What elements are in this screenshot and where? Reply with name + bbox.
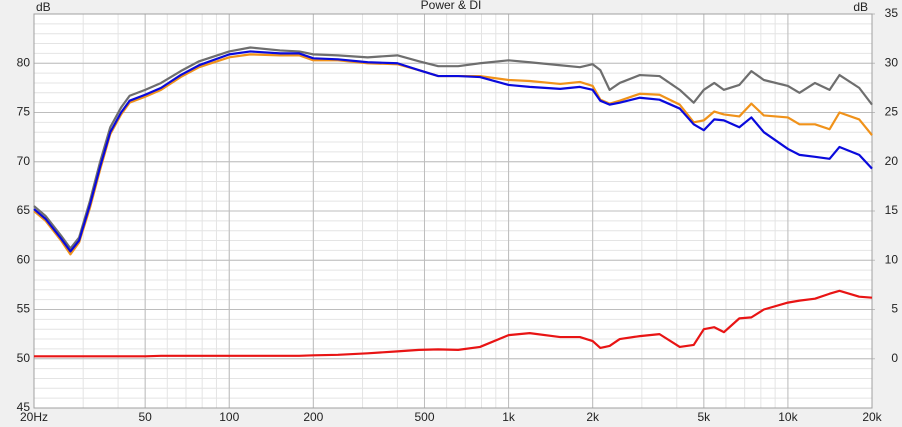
y-tick-label: 65 <box>17 203 31 217</box>
y2-tick-label: 5 <box>891 302 898 316</box>
y2-tick-label: 20 <box>885 154 899 168</box>
series-line <box>33 50 873 253</box>
chart-title: Power & DI <box>421 0 482 12</box>
y2-axis-label: dB <box>853 0 868 14</box>
x-tick-label: 1k <box>502 410 516 424</box>
y2-tick-label: 0 <box>891 351 898 365</box>
y2-tick-label: 10 <box>885 252 899 266</box>
y2-tick-label: 25 <box>885 105 899 119</box>
y-axis-label: dB <box>36 0 51 14</box>
x-tick-label: 100 <box>219 410 239 424</box>
y-tick-label: 75 <box>17 105 31 119</box>
y-tick-label: 70 <box>17 154 31 168</box>
x-tick-label: 5k <box>697 410 711 424</box>
series-line <box>33 46 873 250</box>
x-tick-label: 2k <box>586 410 600 424</box>
x-tick-label: 200 <box>303 410 323 424</box>
x-tick-label: 10k <box>778 410 798 424</box>
series-line <box>34 289 873 358</box>
y-tick-label: 50 <box>17 351 31 365</box>
x-tick-label: 50 <box>138 410 152 424</box>
y2-tick-label: 15 <box>885 203 899 217</box>
y2-tick-label: 35 <box>885 6 899 20</box>
y-tick-label: 60 <box>17 252 31 266</box>
y-tick-label: 55 <box>17 302 31 316</box>
y-tick-label: 45 <box>17 400 31 414</box>
x-tick-label: 20k <box>862 410 882 424</box>
y-tick-label: 80 <box>17 55 31 69</box>
x-tick-label: 500 <box>414 410 434 424</box>
x-tick-label: 20Hz <box>20 410 48 424</box>
y2-tick-label: 30 <box>885 55 899 69</box>
